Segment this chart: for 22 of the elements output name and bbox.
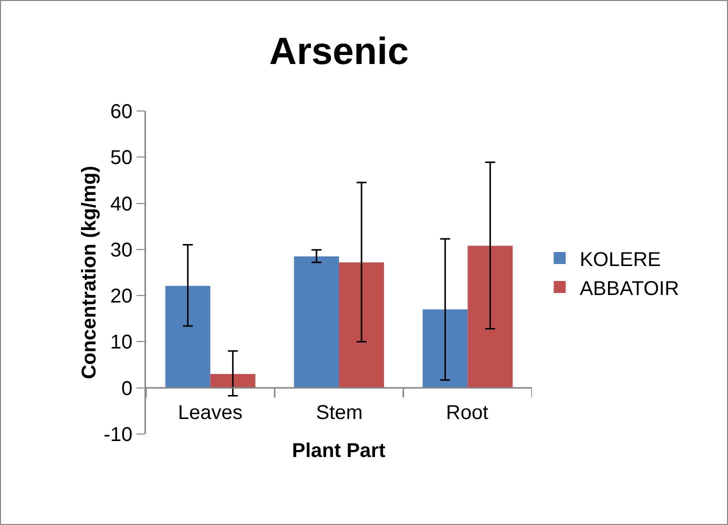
y-axis-title: Concentration (kg/mg) (78, 166, 100, 380)
y-tick-label: 20 (110, 286, 132, 308)
y-tick-label: 30 (110, 239, 132, 262)
y-tick-label: 40 (110, 193, 132, 216)
bar (210, 374, 256, 388)
y-tick-label: 50 (110, 147, 132, 170)
x-tick-label: Root (446, 402, 489, 424)
chart-title: Arsenic (269, 31, 409, 74)
bar (339, 262, 384, 388)
legend-label: ABBATOIR (580, 278, 680, 300)
bar (468, 246, 513, 388)
y-tick-label: 10 (110, 332, 132, 354)
x-axis-title: Plant Part (292, 440, 386, 462)
x-tick-label: Stem (316, 402, 363, 424)
y-tick-label: 0 (121, 378, 132, 400)
y-tick-label: 60 (110, 101, 132, 123)
bar (165, 286, 210, 388)
legend-label: KOLERE (580, 248, 661, 271)
bar (422, 309, 468, 388)
bar (294, 256, 339, 388)
x-tick-label: Leaves (178, 402, 242, 424)
y-tick-label: -10 (104, 424, 132, 446)
